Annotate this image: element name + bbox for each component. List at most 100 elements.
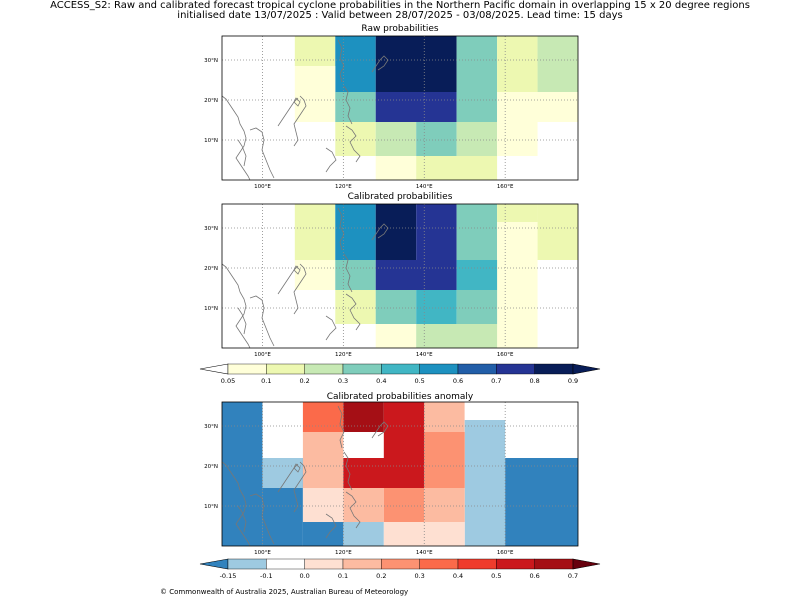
panel2-title: Calibrated probabilities <box>347 192 453 202</box>
heatmap-cell <box>375 36 457 92</box>
coastline-path <box>325 147 337 173</box>
coastline-path <box>343 253 353 293</box>
heatmap-cell <box>416 324 498 348</box>
colorbar-segment <box>342 558 382 570</box>
coastline-path <box>237 307 247 335</box>
colorbar-segment <box>496 558 535 570</box>
heatmap-cell <box>537 60 578 92</box>
map-frame <box>221 203 579 349</box>
colorbar-segment <box>419 363 459 375</box>
figure-title-line1: ACCESS_S2: Raw and calibrated forecast t… <box>50 0 750 11</box>
heatmap-cell <box>537 36 578 60</box>
coastline-path <box>293 463 301 473</box>
heatmap-cell <box>456 290 498 324</box>
heatmap-cell <box>416 156 498 180</box>
colorbar-tick-label: 0.6 <box>529 572 539 580</box>
coastline-path <box>293 265 301 275</box>
panel1-title: Raw probabilities <box>361 24 439 34</box>
heatmap-cell <box>294 36 336 66</box>
colorbar-segment <box>227 558 267 570</box>
y-tick-label: 10°N <box>204 306 218 312</box>
colorbar-tick-label: 0.5 <box>491 572 501 580</box>
colorbar-segment <box>266 363 305 375</box>
colorbar-segment <box>381 558 420 570</box>
colorbar-under-extension <box>199 558 229 570</box>
colorbar-segment <box>227 363 267 375</box>
x-tick-label: 100°E <box>254 352 271 358</box>
x-tick-label: 140°E <box>416 550 433 556</box>
colorbar-tick-label: 0.1 <box>261 377 271 385</box>
y-tick-label: 10°N <box>204 504 218 510</box>
colorbar-tick-label: 0.3 <box>338 377 348 385</box>
coastline-path <box>345 125 361 163</box>
coastline-path <box>249 295 275 347</box>
colorbar-tick-label: 0.9 <box>568 377 578 385</box>
y-tick-label: 30°N <box>204 226 218 232</box>
heatmap-cell <box>375 156 417 180</box>
colorbar-segment <box>534 558 574 570</box>
heatmap-cell <box>335 92 376 122</box>
coastline <box>221 405 389 547</box>
heatmap-cell <box>383 402 425 458</box>
figure-title-line2: initialised date 13/07/2025 : Valid betw… <box>177 10 623 21</box>
colorbar-tick-label: 0.8 <box>529 377 539 385</box>
heatmap-cell <box>375 204 417 260</box>
x-tick-label: 120°E <box>335 184 352 190</box>
heatmap-cell <box>294 204 336 260</box>
heatmap-cell <box>416 204 457 260</box>
y-tick-label: 10°N <box>204 138 218 144</box>
coastline-path <box>221 461 251 547</box>
colorbar-tick-label: 0.5 <box>414 377 424 385</box>
x-tick-label: 160°E <box>497 352 514 358</box>
colorbar-tick-label: -0.15 <box>220 572 237 580</box>
heatmap-cell <box>424 432 465 488</box>
heatmap-cell <box>464 420 506 546</box>
y-tick-label: 30°N <box>204 424 218 430</box>
y-tick-label: 30°N <box>204 58 218 64</box>
heatmap-cell <box>302 432 344 488</box>
heatmap-cell <box>302 402 344 432</box>
coastline-path <box>293 97 301 107</box>
y-tick-label: 20°N <box>204 98 218 104</box>
heatmap-cell <box>343 402 384 432</box>
heatmap-cell <box>375 122 417 156</box>
heatmap-cell <box>335 122 376 156</box>
y-tick-label: 20°N <box>204 266 218 272</box>
heatmap-cell <box>375 260 457 290</box>
colorbar-tick-label: 0.1 <box>338 572 348 580</box>
y-tick-label: 20°N <box>204 464 218 470</box>
coastline-path <box>249 127 275 179</box>
colorbar-segment <box>457 363 497 375</box>
heatmap-cell <box>335 204 376 260</box>
coastline-path <box>237 505 247 533</box>
heatmap-cell <box>383 488 425 522</box>
map-frame <box>221 35 579 181</box>
colorbar-tick-label: 0.4 <box>453 572 463 580</box>
map-panel-3: 100°E 120°E 140°E 160°E 30°N 20°N 10°N <box>204 401 579 556</box>
colorbar-tick-label: 0.6 <box>453 377 463 385</box>
x-tick-label: 120°E <box>335 550 352 556</box>
colorbar-tick-label: 0.4 <box>376 377 386 385</box>
coastline-path <box>337 207 345 251</box>
coastline-path <box>371 421 389 439</box>
heatmap-cell <box>424 488 465 522</box>
colorbar-segment <box>304 558 344 570</box>
x-tick-label: 140°E <box>416 184 433 190</box>
colorbar-segment <box>381 363 420 375</box>
coastline-path <box>337 405 345 449</box>
colorbar-segment <box>304 363 344 375</box>
map-panel-1: 100°E 120°E 140°E 160°E 30°N 20°N 10°N <box>204 35 579 190</box>
colorbar-tick-label: 0.0 <box>299 572 309 580</box>
coastline-path <box>293 95 307 147</box>
heatmap-cell <box>335 36 376 92</box>
colorbar-segment <box>266 558 305 570</box>
coastline-path <box>345 293 361 331</box>
heatmap-cell <box>456 260 498 290</box>
heatmap-cell <box>375 324 417 348</box>
x-tick-label: 140°E <box>416 352 433 358</box>
x-tick-label: 160°E <box>497 550 514 556</box>
heatmap-cell <box>302 522 344 546</box>
coastline-path <box>237 139 247 167</box>
coastline-path <box>371 55 389 73</box>
